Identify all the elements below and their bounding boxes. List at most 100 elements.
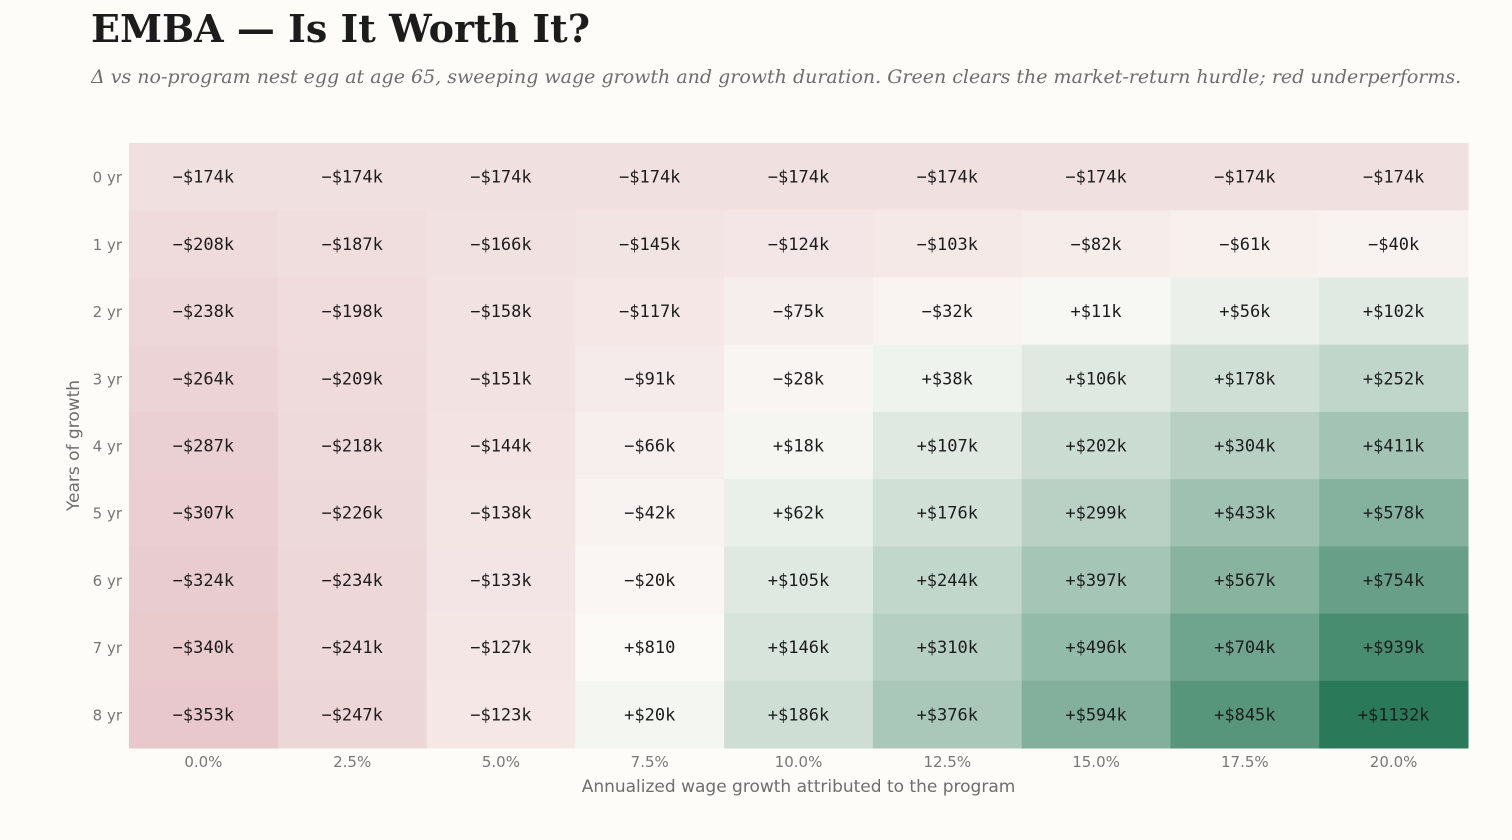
cell-value-label: −$234k	[321, 571, 382, 591]
heatmap-cell	[1170, 344, 1320, 413]
cell-value-label: +$810	[624, 638, 675, 658]
cell-value-label: −$238k	[173, 302, 234, 322]
x-tick-label: 2.5%	[333, 753, 371, 771]
cell-value-label: −$174k	[1065, 168, 1126, 188]
heatmap-cell	[1170, 546, 1320, 615]
heatmap-cell	[575, 143, 725, 211]
x-tick-label: 17.5%	[1221, 753, 1269, 771]
cell-value-label: −$144k	[470, 437, 531, 457]
heatmap-cell	[129, 210, 279, 278]
heatmap-cell	[1319, 344, 1469, 413]
cell-value-label: −$208k	[173, 235, 234, 255]
cell-value-label: −$324k	[173, 571, 234, 591]
x-tick-label: 10.0%	[775, 753, 823, 771]
heatmap-cell	[1319, 210, 1469, 278]
heatmap-cell	[872, 210, 1023, 278]
heatmap-cell	[1170, 277, 1320, 346]
heatmap-cell	[1170, 210, 1320, 278]
heatmap-cell	[575, 546, 725, 615]
heatmap-cell	[872, 277, 1023, 346]
cell-value-label: −$42k	[624, 504, 675, 524]
cell-value-label: +$304k	[1214, 437, 1275, 457]
heatmap-cell	[277, 546, 428, 615]
cell-value-label: −$127k	[470, 638, 531, 658]
cell-value-label: +$11k	[1070, 302, 1121, 322]
cell-value-label: −$226k	[321, 504, 382, 524]
cell-value-label: +$845k	[1214, 705, 1275, 725]
y-tick-label: 4 yr	[93, 438, 123, 456]
heatmap-cell	[872, 613, 1023, 682]
y-tick-label: 6 yr	[93, 572, 123, 590]
heatmap-cell	[575, 680, 725, 749]
cell-value-label: +$107k	[917, 437, 978, 457]
heatmap-cell	[426, 344, 576, 413]
cell-value-label: −$151k	[470, 369, 531, 389]
heatmap-cell	[129, 277, 279, 346]
y-tick-label: 7 yr	[93, 639, 123, 657]
cell-value-label: −$174k	[917, 168, 978, 188]
heatmap-cell	[277, 411, 428, 480]
heatmap-cell	[1319, 411, 1469, 480]
cell-value-label: −$174k	[768, 168, 829, 188]
cell-value-label: −$307k	[173, 504, 234, 524]
cell-value-label: +$299k	[1065, 504, 1126, 524]
cell-value-label: −$241k	[321, 638, 382, 658]
cell-value-label: +$202k	[1065, 437, 1126, 457]
heatmap-cell	[1021, 411, 1171, 480]
page-title: EMBA — Is It Worth It?	[91, 6, 590, 51]
heatmap-cell	[872, 479, 1023, 547]
heatmap-cell	[129, 613, 279, 682]
heatmap-cell	[1021, 143, 1171, 211]
heatmap-cell	[277, 143, 428, 211]
cell-value-label: −$174k	[173, 168, 234, 188]
x-tick-label: 12.5%	[923, 753, 971, 771]
x-tick-label: 15.0%	[1072, 753, 1120, 771]
cell-value-label: −$145k	[619, 235, 680, 255]
heatmap-cell	[1021, 210, 1171, 278]
cell-value-label: −$158k	[470, 302, 531, 322]
heatmap-cell	[724, 680, 874, 749]
cell-value-label: −$174k	[1363, 168, 1424, 188]
cell-value-label: −$75k	[773, 302, 824, 322]
heatmap-cell	[1021, 479, 1171, 547]
heatmap-cell	[724, 613, 874, 682]
heatmap-cell	[129, 546, 279, 615]
cell-value-label: +$433k	[1214, 504, 1275, 524]
cell-value-label: +$1132k	[1358, 705, 1430, 725]
heatmap-cell	[872, 546, 1023, 615]
heatmap-cell-labels: −$174k −$174k −$174k −$174k −$174k −$174k −$17…	[173, 168, 1430, 726]
heatmap-cell	[277, 613, 428, 682]
cell-value-label: +$18k	[773, 437, 824, 457]
cell-value-label: −$166k	[470, 235, 531, 255]
heatmap-cell	[575, 479, 725, 547]
cell-value-label: −$40k	[1368, 235, 1419, 255]
cell-value-label: +$244k	[917, 571, 978, 591]
cell-value-label: −$28k	[773, 369, 824, 389]
cell-value-label: −$124k	[768, 235, 829, 255]
cell-value-label: −$174k	[321, 168, 382, 188]
cell-value-label: +$594k	[1065, 705, 1126, 725]
cell-value-label: −$20k	[624, 571, 675, 591]
cell-value-label: +$38k	[922, 369, 973, 389]
cell-value-label: +$310k	[917, 638, 978, 658]
cell-value-label: −$287k	[173, 437, 234, 457]
heatmap-cell	[426, 546, 576, 615]
cell-value-label: −$61k	[1219, 235, 1270, 255]
cell-value-label: +$102k	[1363, 302, 1424, 322]
cell-value-label: −$117k	[619, 302, 680, 322]
heatmap-cell	[426, 479, 576, 547]
cell-value-label: −$218k	[321, 437, 382, 457]
y-tick-label: 8 yr	[93, 706, 123, 724]
heatmap-cell	[724, 479, 874, 547]
heatmap-cell	[1170, 680, 1320, 749]
cell-value-label: −$82k	[1070, 235, 1121, 255]
heatmap-cell	[277, 680, 428, 749]
heatmap-cell	[724, 143, 874, 211]
cell-value-label: +$186k	[768, 705, 829, 725]
heatmap-cell	[277, 210, 428, 278]
heatmap-cell	[724, 546, 874, 615]
x-tick-label: 7.5%	[631, 753, 669, 771]
cell-value-label: −$66k	[624, 437, 675, 457]
y-axis-ticks: 0 yr 1 yr 2 yr 3 yr 4 yr 5 yr 6 yr 7 yr 8 yr	[93, 169, 123, 725]
